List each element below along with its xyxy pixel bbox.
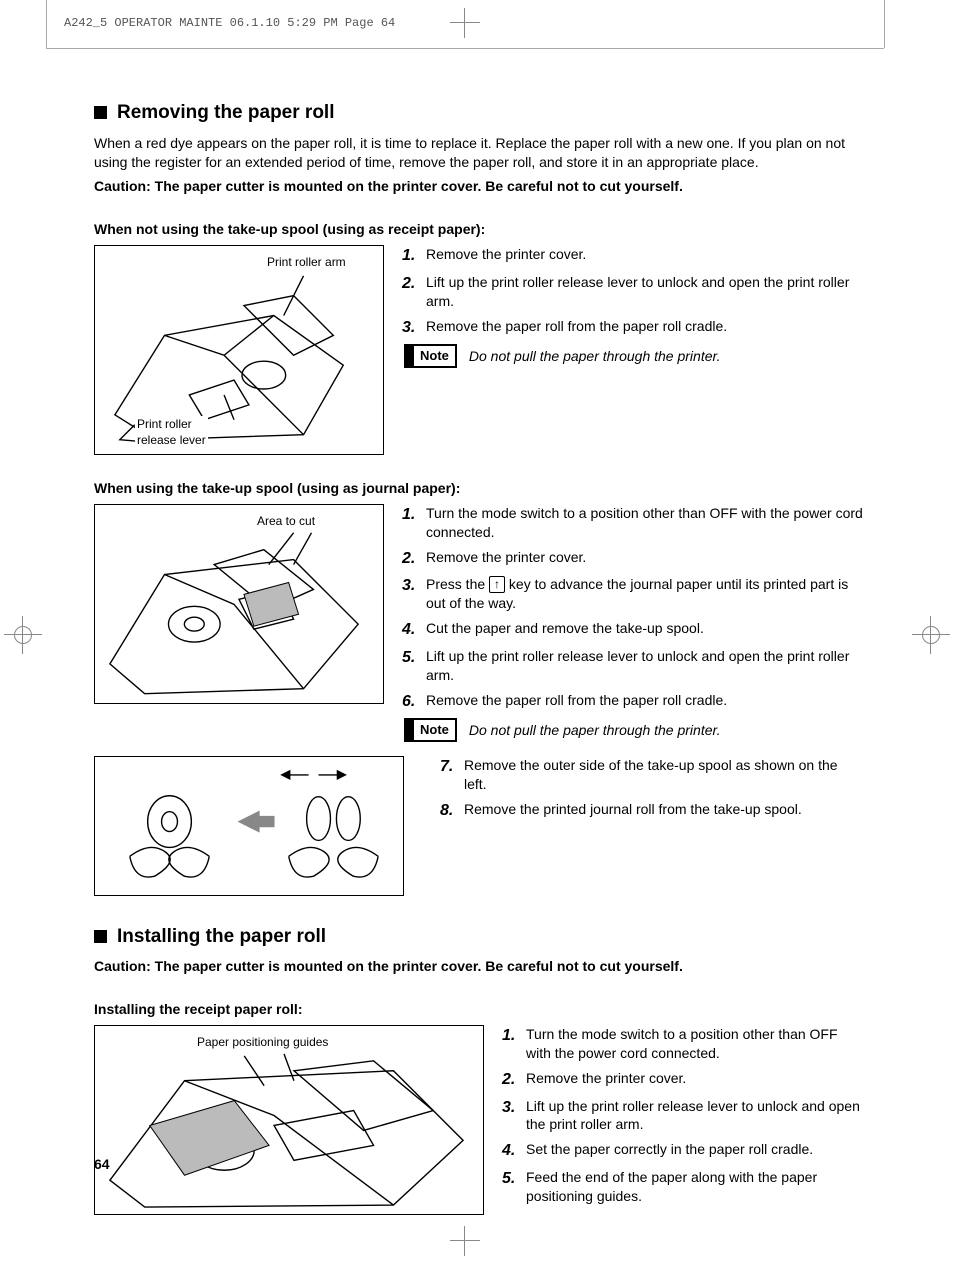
- step-number: 4.: [502, 1140, 520, 1162]
- prepress-header: A242_5 OPERATOR MAINTE 06.1.10 5:29 PM P…: [64, 16, 395, 30]
- step-number: 6.: [402, 691, 420, 713]
- subheading: When not using the take-up spool (using …: [94, 220, 864, 239]
- step-number: 2.: [402, 273, 420, 311]
- figure-journal-cut: Area to cut: [94, 504, 384, 704]
- step-number: 3.: [402, 575, 420, 613]
- page-content: Removing the paper roll When a red dye a…: [94, 100, 864, 1215]
- figure-label: Paper positioning guides: [195, 1034, 330, 1050]
- step-number: 1.: [502, 1025, 520, 1063]
- subheading: When using the take-up spool (using as j…: [94, 479, 864, 498]
- step-text: Remove the printer cover.: [426, 548, 586, 570]
- square-bullet-icon: [94, 106, 107, 119]
- subheading: Installing the receipt paper roll:: [94, 1000, 864, 1019]
- step-number: 3.: [502, 1097, 520, 1135]
- figure-label: Print roller arm: [265, 254, 348, 270]
- step-number: 1.: [402, 504, 420, 542]
- step-number: 4.: [402, 619, 420, 641]
- section-title: Installing the paper roll: [117, 924, 326, 950]
- step-text: Lift up the print roller release lever t…: [426, 647, 864, 685]
- crop-mark-bottom: [450, 1226, 480, 1256]
- step-text: Remove the printed journal roll from the…: [464, 800, 802, 822]
- caution-text: Caution: The paper cutter is mounted on …: [94, 177, 864, 196]
- step-text: Remove the printer cover.: [426, 245, 586, 267]
- page-number: 64: [94, 1156, 110, 1172]
- figure-label: Area to cut: [255, 513, 317, 529]
- crop-mark-left: [8, 620, 38, 650]
- step-text: Feed the end of the paper along with the…: [526, 1168, 864, 1206]
- step-text: Remove the paper roll from the paper rol…: [426, 691, 727, 713]
- step-text: Lift up the print roller release lever t…: [526, 1097, 864, 1135]
- note-badge: Note: [404, 718, 457, 742]
- steps-column: 1. Remove the printer cover. 2.Lift up th…: [402, 245, 864, 368]
- section-heading: Removing the paper roll: [94, 100, 864, 126]
- step-number: 5.: [402, 647, 420, 685]
- note-text: Do not pull the paper through the printe…: [469, 347, 721, 366]
- step-number: 2.: [502, 1069, 520, 1091]
- steps-column: 7.Remove the outer side of the take-up s…: [422, 756, 864, 827]
- step-number: 7.: [440, 756, 458, 794]
- step-text: Remove the paper roll from the paper rol…: [426, 317, 727, 339]
- figure-label: Print roller release lever: [135, 416, 208, 448]
- cut-line: [46, 48, 884, 49]
- intro-text: When a red dye appears on the paper roll…: [94, 134, 864, 172]
- step-text: Lift up the print roller release lever t…: [426, 273, 864, 311]
- step-text: Remove the printer cover.: [526, 1069, 686, 1091]
- note-text: Do not pull the paper through the printe…: [469, 721, 721, 740]
- square-bullet-icon: [94, 930, 107, 943]
- section-title: Removing the paper roll: [117, 100, 334, 126]
- note-badge: Note: [404, 344, 457, 368]
- caution-text: Caution: The paper cutter is mounted on …: [94, 957, 864, 976]
- printer-journal-icon: [95, 505, 383, 704]
- figure-spool-hands: [94, 756, 404, 896]
- step-number: 8.: [440, 800, 458, 822]
- step-number: 3.: [402, 317, 420, 339]
- step-text: Turn the mode switch to a position other…: [526, 1025, 864, 1063]
- step-text: Set the paper correctly in the paper rol…: [526, 1140, 813, 1162]
- cut-line: [46, 0, 47, 48]
- step-number: 5.: [502, 1168, 520, 1206]
- step-number: 2.: [402, 548, 420, 570]
- cut-line: [884, 0, 885, 48]
- steps-column: 1.Turn the mode switch to a position oth…: [502, 1025, 864, 1212]
- step-text: Press the ↑ key to advance the journal p…: [426, 575, 864, 613]
- figure-install-receipt: Paper positioning guides: [94, 1025, 484, 1215]
- step-number: 1.: [402, 245, 420, 267]
- step-text: Remove the outer side of the take-up spo…: [464, 756, 864, 794]
- hands-spool-icon: [95, 757, 403, 896]
- up-arrow-key-icon: ↑: [489, 576, 505, 592]
- printer-install-icon: [95, 1026, 483, 1215]
- figure-printer-release: Print roller arm Print roller release le…: [94, 245, 384, 455]
- crop-mark-right: [916, 620, 946, 650]
- crop-mark-top: [450, 8, 480, 38]
- step-text: Cut the paper and remove the take-up spo…: [426, 619, 704, 641]
- steps-column: 1.Turn the mode switch to a position oth…: [402, 504, 864, 742]
- section-heading: Installing the paper roll: [94, 924, 864, 950]
- step-text: Turn the mode switch to a position other…: [426, 504, 864, 542]
